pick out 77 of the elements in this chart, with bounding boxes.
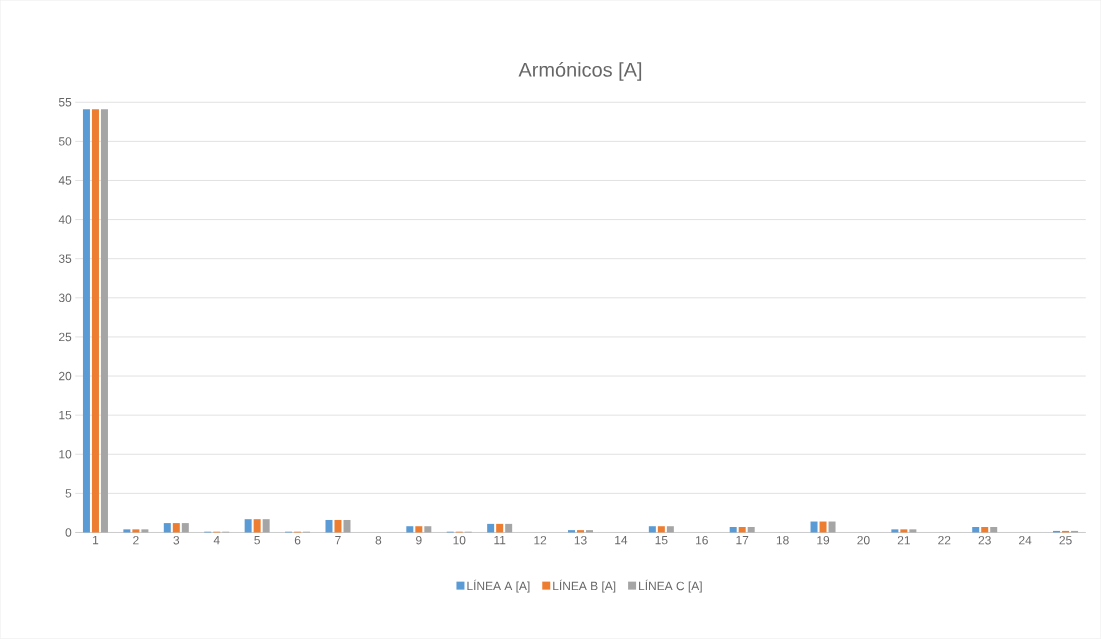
bar xyxy=(891,529,899,533)
x-tick-label: 13 xyxy=(574,536,587,545)
x-tick-label: 11 xyxy=(494,536,506,545)
x-tick-label: 15 xyxy=(655,536,668,545)
bar xyxy=(496,524,504,533)
legend-label: LÍNEA C [A] xyxy=(639,579,702,593)
x-tick-label: 14 xyxy=(615,536,628,545)
bar xyxy=(990,527,998,533)
bar xyxy=(334,520,342,533)
bar xyxy=(100,109,108,533)
x-tick-label: 9 xyxy=(416,536,422,545)
bar xyxy=(141,529,149,533)
bar xyxy=(648,526,656,533)
x-tick-label: 18 xyxy=(776,536,789,545)
legend-label: LÍNEA A [A] xyxy=(467,579,530,593)
x-tick-label: 2 xyxy=(133,536,139,545)
bar xyxy=(972,527,980,533)
y-tick-label: 5 xyxy=(65,489,72,498)
x-tick-label: 1 xyxy=(93,536,99,545)
bar xyxy=(244,519,252,533)
y-tick-label: 45 xyxy=(58,176,72,185)
y-tick-label: 30 xyxy=(58,293,72,303)
x-tick-label: 22 xyxy=(938,536,951,545)
x-tick-label: 5 xyxy=(254,536,260,545)
y-tick-label: 25 xyxy=(59,332,72,342)
bar xyxy=(262,519,270,533)
x-tick-label: 21 xyxy=(897,536,910,545)
bar xyxy=(343,520,351,533)
bar xyxy=(325,520,333,533)
x-tick-label: 8 xyxy=(375,536,382,545)
bar xyxy=(810,521,818,533)
x-tick-label: 10 xyxy=(453,536,466,545)
y-tick-label: 50 xyxy=(58,137,72,146)
bar xyxy=(900,529,908,533)
bar xyxy=(424,526,432,533)
x-tick-label: 12 xyxy=(534,536,547,545)
bar xyxy=(729,527,737,533)
x-tick-label: 19 xyxy=(817,536,830,545)
x-tick-label: 24 xyxy=(1019,536,1032,545)
bar xyxy=(82,109,90,533)
y-tick-label: 10 xyxy=(59,450,72,459)
y-tick-label: 0 xyxy=(65,528,72,537)
x-tick-label: 20 xyxy=(857,536,870,545)
bar xyxy=(505,524,513,533)
bar xyxy=(657,526,665,533)
bar xyxy=(909,529,917,533)
legend-label: LÍNEA B [A] xyxy=(553,579,616,593)
bar xyxy=(487,524,495,533)
bar xyxy=(132,529,140,533)
bar xyxy=(91,109,99,533)
bar xyxy=(181,523,189,533)
x-tick-label: 16 xyxy=(696,536,708,545)
bar xyxy=(123,529,131,533)
bar xyxy=(253,519,261,533)
bar xyxy=(163,523,171,533)
y-tick-label: 55 xyxy=(58,98,72,107)
bar xyxy=(747,527,755,533)
x-tick-label: 25 xyxy=(1059,536,1072,545)
bar xyxy=(738,527,746,533)
x-tick-label: 3 xyxy=(173,536,180,545)
y-tick-label: 15 xyxy=(59,411,72,420)
bar xyxy=(406,526,414,533)
x-tick-label: 17 xyxy=(736,536,749,545)
chart-title: Armónicos [A] xyxy=(518,62,642,81)
bar xyxy=(415,526,423,533)
bar xyxy=(828,521,836,533)
y-tick-label: 20 xyxy=(59,371,72,381)
bar xyxy=(819,521,827,533)
x-tick-label: 6 xyxy=(294,536,301,545)
y-tick-label: 40 xyxy=(58,215,72,224)
bar xyxy=(666,526,674,533)
bar xyxy=(172,523,180,533)
x-tick-label: 7 xyxy=(335,536,341,545)
x-tick-label: 23 xyxy=(978,536,991,545)
bar xyxy=(981,527,989,533)
y-tick-label: 35 xyxy=(58,254,72,264)
x-tick-label: 4 xyxy=(213,536,220,545)
